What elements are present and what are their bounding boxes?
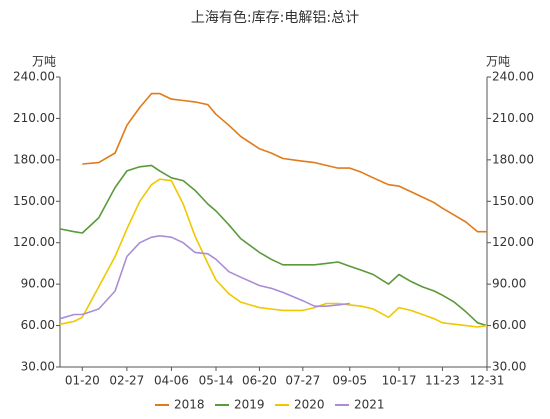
x-tick-label: 02-27 <box>109 374 144 388</box>
legend-label: 2019 <box>234 398 265 412</box>
x-tick-label: 05-14 <box>199 374 234 388</box>
y-tick-label: 120.00 <box>13 235 55 249</box>
legend-label: 2021 <box>354 398 385 412</box>
x-tick-label: 04-06 <box>154 374 189 388</box>
y-tick-label: 90.00 <box>21 277 55 291</box>
y2-tick-label: 240.00 <box>492 70 534 84</box>
y-tick-label: 30.00 <box>21 360 55 374</box>
y-tick-label: 240.00 <box>13 70 55 84</box>
series-line <box>59 164 488 327</box>
y-tick-label: 180.00 <box>13 152 55 166</box>
series-line <box>82 92 487 233</box>
legend-label: 2018 <box>174 398 205 412</box>
x-tick-label: 01-20 <box>65 374 100 388</box>
x-tick-label: 09-05 <box>332 374 367 388</box>
y2-tick-label: 60.00 <box>492 318 526 332</box>
series-line <box>59 178 488 328</box>
series-line <box>59 235 350 320</box>
x-tick-label: 10-17 <box>382 374 417 388</box>
x-tick-label: 07-27 <box>285 374 320 388</box>
y2-tick-label: 210.00 <box>492 111 534 125</box>
y-tick-label: 150.00 <box>13 194 55 208</box>
y2-axis-label: 万吨 <box>486 55 510 69</box>
y2-tick-label: 90.00 <box>492 277 526 291</box>
y-tick-label: 60.00 <box>21 318 55 332</box>
x-tick-label: 12-31 <box>470 374 505 388</box>
y2-tick-label: 30.00 <box>492 360 526 374</box>
chart-title: 上海有色:库存:电解铝:总计 <box>191 9 359 26</box>
x-tick-label: 06-20 <box>242 374 277 388</box>
y-tick-label: 210.00 <box>13 111 55 125</box>
x-tick-label: 11-23 <box>425 374 460 388</box>
y2-tick-label: 120.00 <box>492 235 534 249</box>
y2-tick-label: 180.00 <box>492 152 534 166</box>
legend-label: 2020 <box>294 398 325 412</box>
y2-tick-label: 150.00 <box>492 194 534 208</box>
y-axis-label: 万吨 <box>32 55 56 69</box>
